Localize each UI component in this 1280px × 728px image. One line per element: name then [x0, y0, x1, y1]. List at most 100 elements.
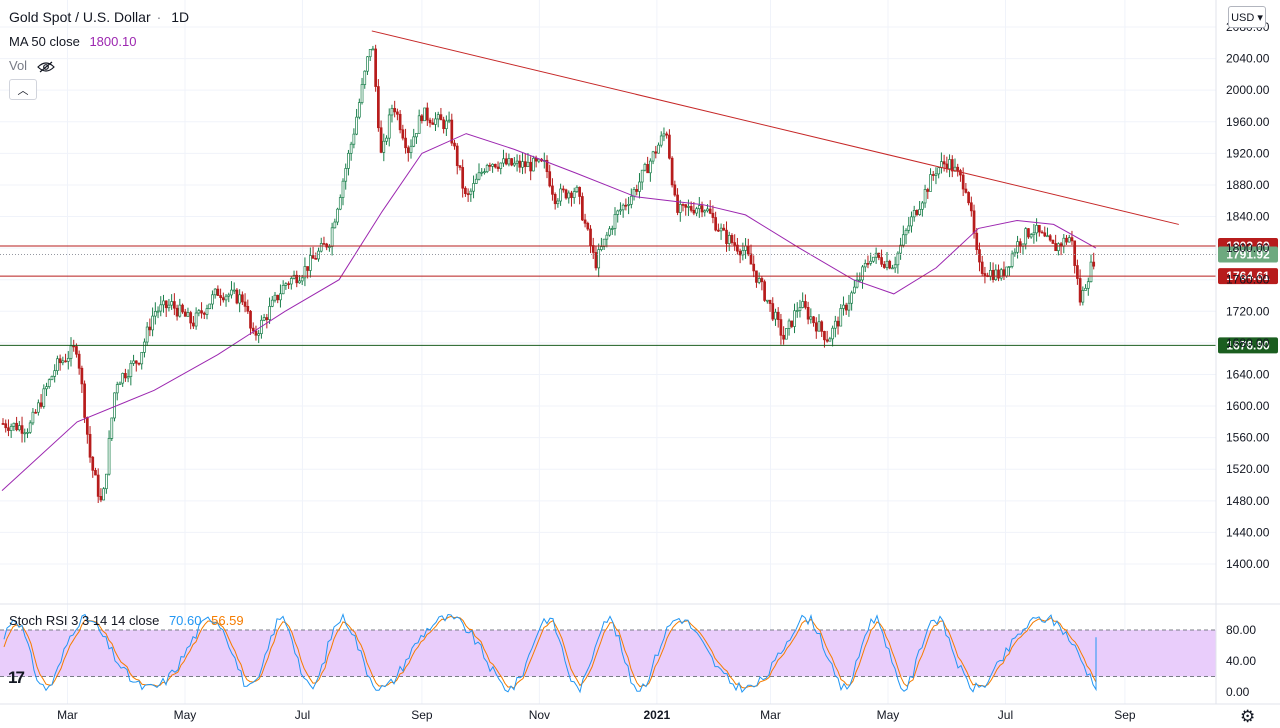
level-tag — [1218, 268, 1278, 285]
candle-body — [676, 194, 679, 213]
stoch-tick-label: 80.00 — [1226, 623, 1256, 637]
candle-body — [961, 174, 965, 190]
candle-body — [581, 196, 584, 221]
candle-body — [211, 294, 214, 305]
candle-body — [755, 270, 758, 283]
candle-body — [257, 333, 261, 336]
candle-body — [265, 317, 269, 320]
candle-body — [483, 171, 486, 174]
candle-body — [194, 312, 198, 327]
candle-body — [439, 114, 443, 121]
candle-body — [80, 367, 84, 385]
candle-body — [855, 279, 859, 288]
candle-body — [126, 376, 130, 379]
candle-body — [338, 197, 342, 210]
candle-body — [455, 145, 459, 166]
candle-body — [102, 488, 105, 501]
candle-body — [474, 178, 478, 184]
candle-body — [159, 304, 163, 312]
candle-body — [235, 289, 239, 304]
ma-line — [1, 133, 1097, 491]
candle-body — [175, 307, 179, 317]
candle-body — [918, 208, 921, 215]
symbol-legend[interactable]: Gold Spot / U.S. Dollar · 1D — [9, 9, 190, 25]
candle-body — [921, 202, 924, 210]
candle-body — [143, 341, 146, 353]
candle-body — [208, 303, 212, 309]
currency-button[interactable]: USD ▾ — [1228, 6, 1266, 28]
candle-body — [741, 250, 745, 256]
candle-body — [300, 277, 304, 282]
candle-body — [88, 433, 92, 458]
candle-body — [61, 360, 65, 364]
candle-body — [616, 210, 620, 215]
stoch-pane — [0, 603, 1280, 694]
candle-body — [85, 417, 89, 435]
candle-body — [450, 119, 454, 144]
candle-body — [578, 186, 581, 197]
candle-body — [733, 242, 737, 246]
candle-body — [415, 133, 418, 138]
candle-body — [105, 473, 108, 490]
time-tick-label: Jul — [998, 708, 1013, 722]
candle-body — [442, 119, 445, 130]
candle-body — [1013, 251, 1017, 255]
candle-body — [534, 157, 538, 162]
eye-hidden-icon[interactable] — [36, 61, 55, 73]
candle-body — [1037, 224, 1041, 233]
candle-body — [1040, 231, 1044, 234]
candle-body — [1029, 234, 1033, 238]
candle-body — [697, 205, 701, 210]
candle-body — [99, 496, 103, 501]
candle-body — [232, 289, 236, 292]
candle-body — [409, 145, 413, 153]
candle-body — [66, 357, 70, 362]
candle-body — [1092, 261, 1096, 267]
candle-body — [385, 137, 388, 142]
tradingview-logo-icon[interactable]: 17 — [8, 668, 25, 687]
candle-body — [1089, 261, 1093, 283]
candle-body — [311, 255, 315, 259]
candle-body — [809, 316, 813, 320]
candle-body — [760, 278, 764, 283]
stoch-k-line — [3, 612, 1097, 694]
price-tick-label: 1640.00 — [1226, 367, 1270, 381]
candle-body — [224, 295, 228, 301]
candles — [1, 44, 1096, 503]
candle-body — [363, 70, 367, 85]
candle-body — [901, 234, 905, 246]
candle-body — [608, 228, 611, 236]
candle-body — [629, 195, 633, 205]
candle-body — [151, 315, 154, 331]
candle-body — [477, 172, 481, 180]
candle-body — [1086, 281, 1090, 289]
candle-body — [298, 280, 301, 284]
candle-body — [1016, 241, 1019, 253]
candle-body — [594, 252, 598, 269]
candle-body — [559, 188, 562, 202]
time-tick-label: Nov — [529, 708, 550, 722]
candle-body — [706, 208, 709, 212]
candle-body — [47, 379, 51, 387]
candle-body — [591, 245, 595, 253]
collapse-legend-button[interactable]: ︿ — [9, 79, 37, 100]
candle-body — [1054, 243, 1057, 252]
candle-body — [910, 216, 913, 227]
candle-body — [937, 167, 941, 175]
gear-icon[interactable]: ⚙ — [1240, 707, 1256, 726]
candle-body — [942, 161, 946, 165]
vol-legend[interactable]: Vol — [9, 58, 55, 73]
candle-body — [309, 255, 312, 271]
candle-body — [140, 351, 144, 365]
ma-legend[interactable]: MA 50 close 1800.10 — [9, 34, 142, 49]
candle-body — [273, 294, 277, 301]
candle-body — [445, 120, 448, 130]
stoch-legend[interactable]: Stoch RSI 3 3 14 14 close 70.60 56.59 — [9, 613, 250, 628]
candle-body — [518, 160, 522, 168]
candle-body — [950, 159, 954, 172]
candle-body — [379, 127, 383, 153]
candle-body — [1065, 237, 1068, 243]
candle-body — [1081, 290, 1085, 303]
